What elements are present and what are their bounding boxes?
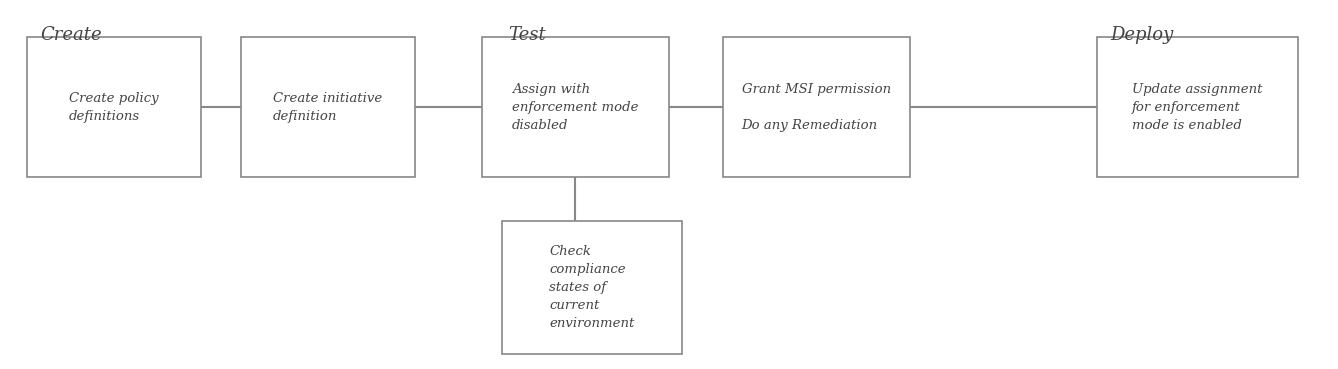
Text: Create: Create: [40, 26, 102, 44]
Text: Create initiative
definition: Create initiative definition: [273, 92, 383, 123]
FancyBboxPatch shape: [27, 37, 201, 177]
FancyBboxPatch shape: [723, 37, 910, 177]
Text: Grant MSI permission

Do any Remediation: Grant MSI permission Do any Remediation: [741, 83, 891, 131]
Text: Update assignment
for enforcement
mode is enabled: Update assignment for enforcement mode i…: [1132, 83, 1263, 131]
Text: Check
compliance
states of
current
environment: Check compliance states of current envir…: [550, 245, 634, 330]
FancyBboxPatch shape: [1097, 37, 1298, 177]
Text: Deploy: Deploy: [1111, 26, 1173, 44]
FancyBboxPatch shape: [482, 37, 669, 177]
FancyBboxPatch shape: [502, 221, 682, 354]
Text: Assign with
enforcement mode
disabled: Assign with enforcement mode disabled: [512, 83, 638, 131]
Text: Create policy
definitions: Create policy definitions: [70, 92, 158, 123]
Text: Test: Test: [508, 26, 546, 44]
FancyBboxPatch shape: [241, 37, 415, 177]
